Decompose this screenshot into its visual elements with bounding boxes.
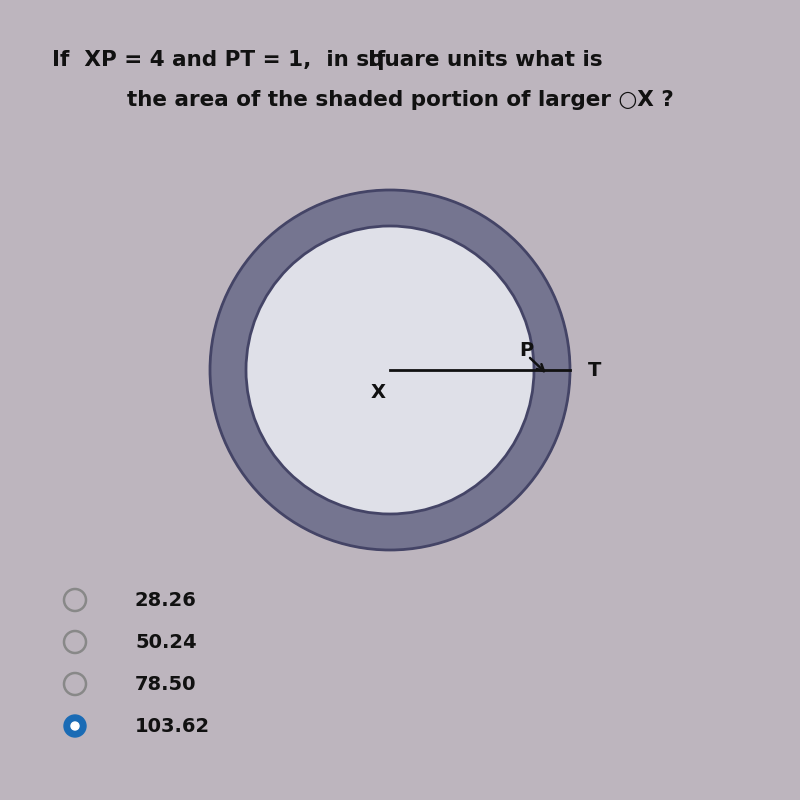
Text: 78.50: 78.50 [135, 674, 197, 694]
Circle shape [246, 226, 534, 514]
Circle shape [64, 715, 86, 737]
Text: 103.62: 103.62 [135, 717, 210, 735]
Circle shape [71, 722, 79, 730]
Text: the area of the shaded portion of larger ○X ?: the area of the shaded portion of larger… [126, 90, 674, 110]
Text: T: T [588, 361, 602, 379]
Circle shape [210, 190, 570, 550]
Text: If  XP = 4 and PT = 1,  in square units what is: If XP = 4 and PT = 1, in square units wh… [52, 50, 602, 70]
Text: P: P [519, 341, 533, 359]
Text: If: If [368, 50, 400, 70]
Text: X: X [370, 382, 386, 402]
Text: 28.26: 28.26 [135, 590, 197, 610]
Text: 50.24: 50.24 [135, 633, 197, 651]
